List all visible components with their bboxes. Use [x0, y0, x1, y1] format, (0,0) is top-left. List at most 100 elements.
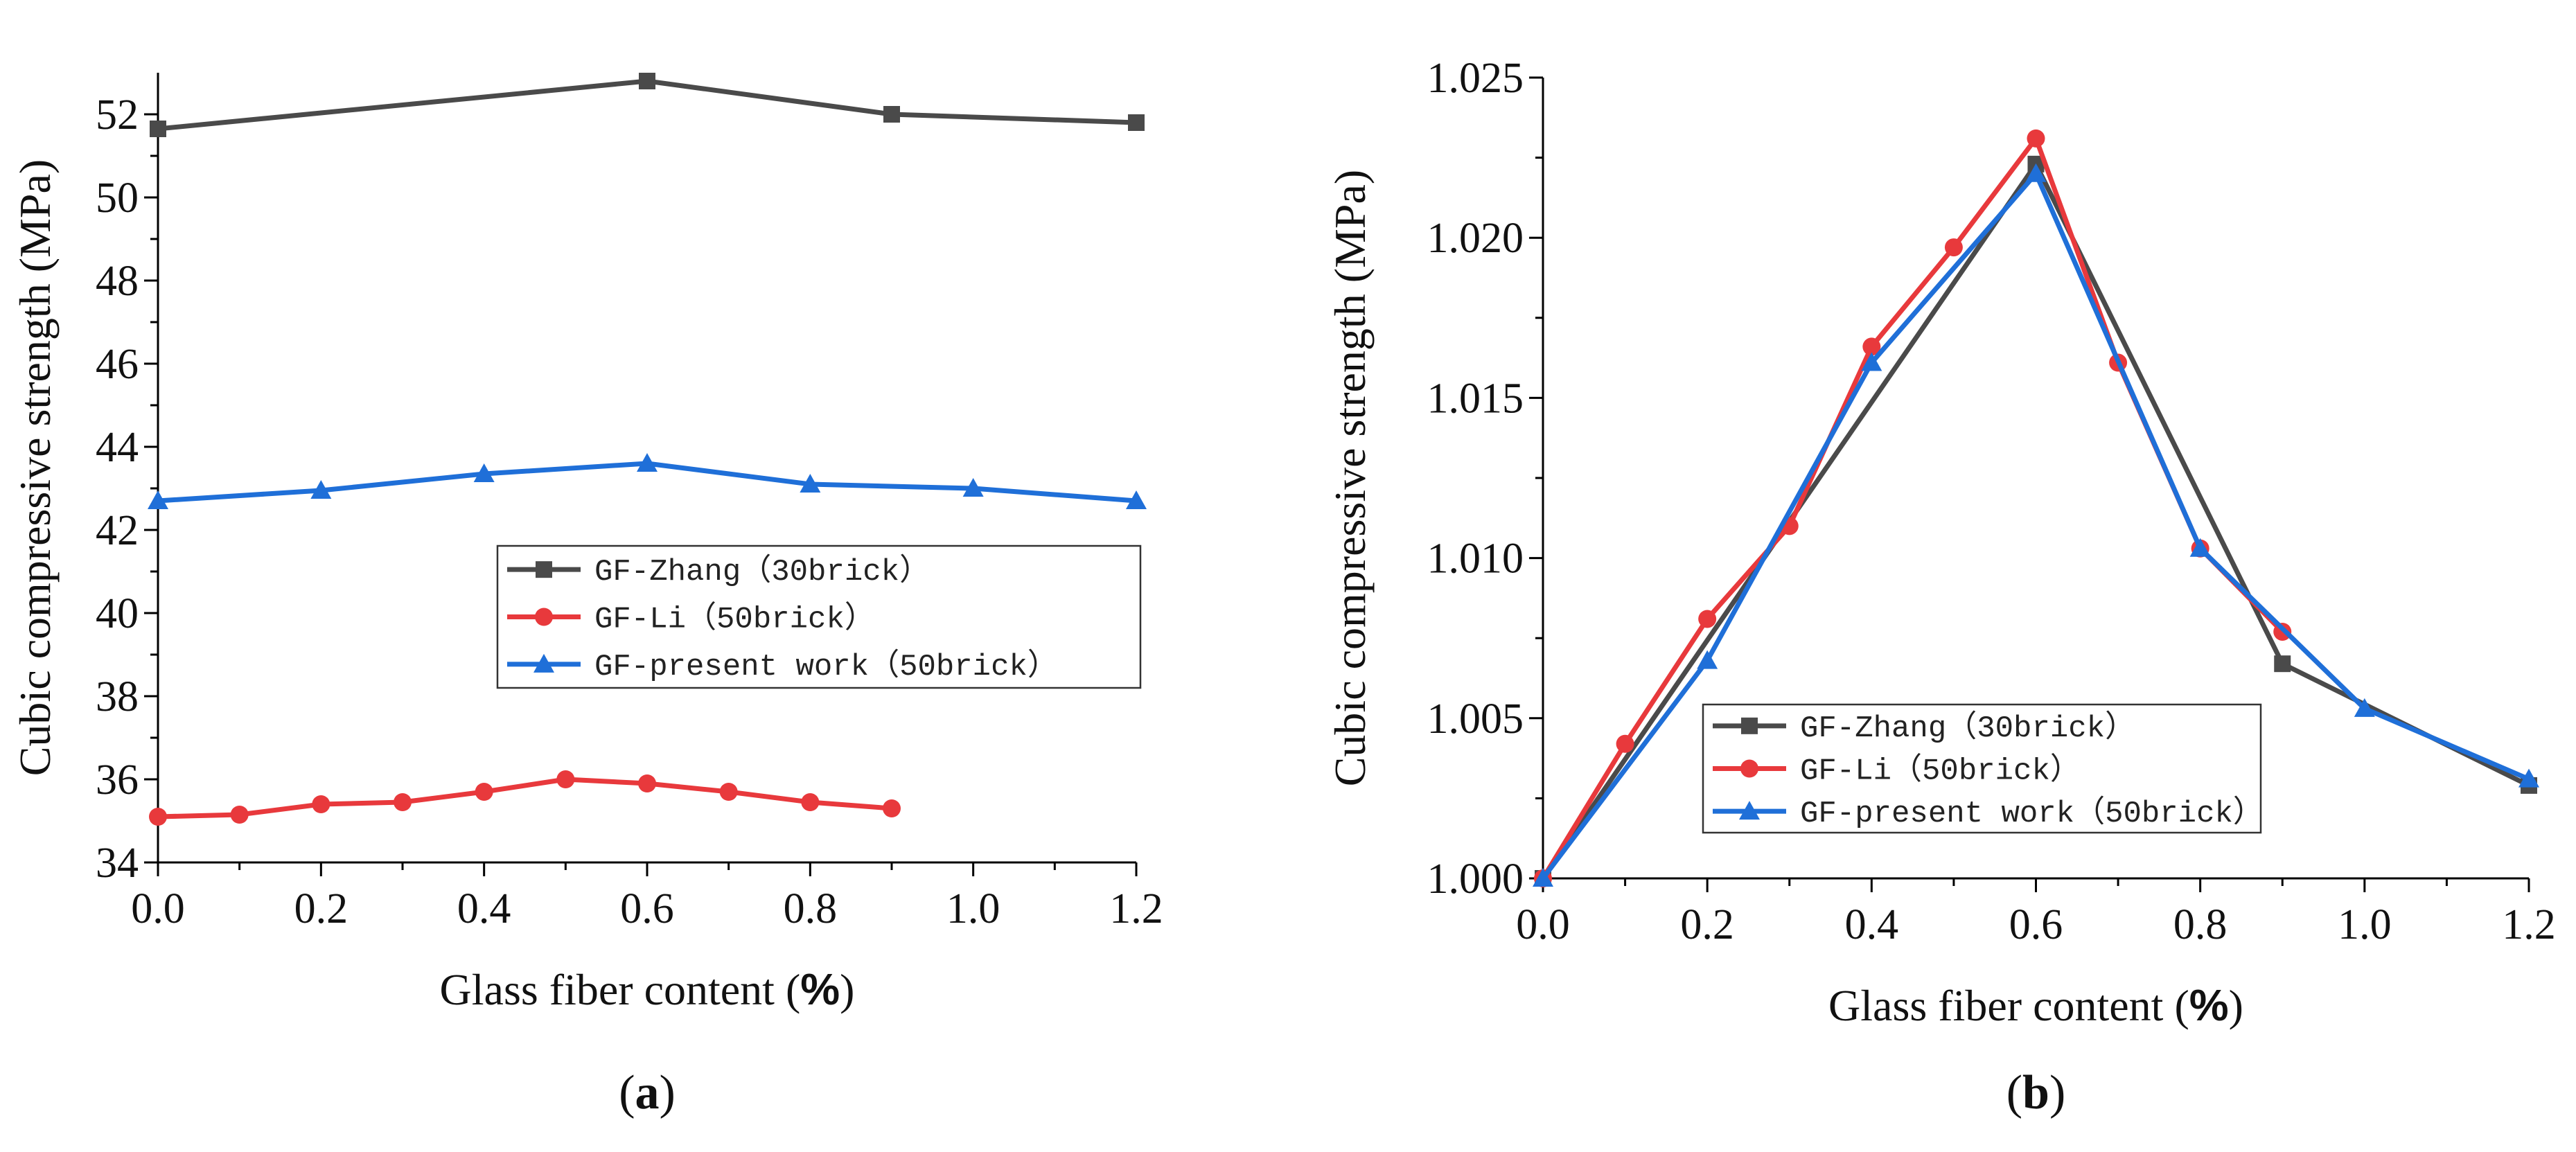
- panel-label-letter: a: [635, 1066, 660, 1119]
- legend-marker-zhang: [536, 561, 552, 578]
- panel-label-close: ): [660, 1066, 676, 1119]
- x-tick-label: 1.2: [2502, 901, 2556, 948]
- data-point-zhang: [639, 73, 655, 89]
- data-point-li: [475, 783, 493, 801]
- y-tick-label: 52: [96, 91, 139, 139]
- data-point-li: [1862, 337, 1881, 356]
- x-axis-title-unit: %: [2189, 980, 2229, 1030]
- y-tick-label: 50: [96, 175, 139, 222]
- x-axis-title: Glass fiber content (%): [440, 964, 855, 1014]
- x-axis-title-suffix: ): [840, 965, 854, 1014]
- data-point-li: [1698, 610, 1717, 628]
- panel-label-open: (: [619, 1066, 635, 1119]
- data-point-li: [638, 774, 656, 792]
- y-tick-label: 42: [96, 507, 139, 554]
- legend-marker-li: [1740, 759, 1758, 778]
- data-point-present: [2189, 538, 2211, 557]
- data-point-present: [2025, 163, 2047, 182]
- data-point-zhang: [883, 106, 900, 123]
- panel-label: (a): [619, 1066, 676, 1119]
- data-point-li: [230, 806, 249, 824]
- data-point-li: [556, 770, 575, 788]
- x-axis-title-prefix: Glass fiber content (: [1828, 981, 2189, 1030]
- x-tick-label: 0.6: [620, 885, 674, 932]
- y-tick-label: 36: [96, 756, 139, 804]
- data-point-zhang: [150, 121, 166, 137]
- data-point-present: [1126, 490, 1147, 509]
- legend-box: [1702, 703, 2262, 834]
- panel-label-letter: b: [2022, 1066, 2049, 1119]
- legend-label: GF-present work（50brick）: [1800, 795, 2264, 831]
- x-tick-label: 0.0: [131, 885, 185, 932]
- legend-label: GF-Li（50brick）: [594, 601, 875, 637]
- data-point-present: [1861, 352, 1882, 371]
- y-tick-label: 46: [96, 341, 139, 388]
- data-point-present: [148, 490, 168, 509]
- y-tick-label: 38: [96, 673, 139, 720]
- y-tick-label: 1.020: [1427, 215, 1524, 262]
- x-tick-label: 1.0: [2338, 901, 2392, 948]
- data-point-zhang: [1128, 114, 1145, 131]
- y-tick-label: 1.015: [1427, 375, 1524, 422]
- panel-label-close: ): [2049, 1066, 2065, 1119]
- y-tick-label: 1.000: [1427, 856, 1524, 903]
- y-axis-title: Cubic compressive strength (MPa): [1325, 170, 1375, 787]
- data-point-present: [1533, 868, 1553, 887]
- data-point-present: [962, 478, 984, 497]
- data-point-present: [2354, 698, 2375, 717]
- data-point-present: [1697, 650, 1718, 669]
- data-point-zhang: [2274, 655, 2291, 673]
- data-point-li: [883, 799, 901, 817]
- legend-marker-present: [533, 653, 554, 673]
- legend-label: GF-Li（50brick）: [1800, 753, 2081, 789]
- x-tick-label: 0.0: [1516, 901, 1570, 948]
- y-tick-label: 40: [96, 590, 139, 637]
- x-axis-title-suffix: ): [2229, 981, 2243, 1030]
- x-tick-label: 0.4: [457, 885, 511, 932]
- data-point-li: [719, 783, 738, 801]
- x-tick-label: 1.0: [946, 885, 1000, 932]
- data-point-li: [801, 793, 820, 811]
- x-tick-label: 0.6: [2009, 901, 2063, 948]
- y-tick-label: 1.025: [1427, 55, 1524, 102]
- data-point-present: [637, 453, 658, 472]
- y-tick-label: 34: [96, 840, 139, 887]
- y-tick-label: 1.010: [1427, 535, 1524, 583]
- chart-panel-a: 0.0 0.2 0.4 0.6 0.8 1.0 1.2 34 36 38 40 42 44 46 48 50 5…: [10, 73, 1163, 1119]
- data-point-present: [473, 463, 495, 482]
- x-tick-label: 0.8: [2173, 901, 2227, 948]
- x-tick-label: 0.2: [294, 885, 349, 932]
- x-axis-title-unit: %: [800, 964, 840, 1014]
- series-line-li: [157, 777, 892, 819]
- y-tick-label: 44: [96, 424, 139, 471]
- legend-label: GF-Zhang（30brick）: [1800, 710, 2135, 746]
- data-point-li: [2027, 129, 2045, 148]
- legend-marker-zhang: [1741, 717, 1758, 734]
- x-tick-label: 1.2: [1109, 885, 1163, 932]
- panel-label: (b): [2006, 1066, 2066, 1119]
- data-point-li: [1944, 238, 1963, 257]
- data-point-present: [800, 474, 821, 493]
- legend-box: [496, 544, 1142, 689]
- data-point-li: [394, 793, 412, 811]
- legend-marker-li: [535, 608, 553, 626]
- data-point-present: [2518, 768, 2539, 788]
- data-point-present: [310, 480, 332, 499]
- data-point-li: [1616, 734, 1634, 753]
- data-point-li: [312, 795, 330, 813]
- x-tick-label: 0.8: [784, 885, 838, 932]
- data-point-li: [149, 808, 167, 826]
- legend-label: GF-present work（50brick）: [594, 648, 1058, 684]
- chart-panel-b: 0.0 0.2 0.4 0.6 0.8 1.0 1.2 1.000 1.005 1.010 1.01…: [1325, 55, 2556, 1119]
- y-axis-title: Cubic compressive strength (MPa): [10, 159, 60, 777]
- series-line-zhang: [157, 78, 1137, 132]
- y-tick-label: 1.005: [1427, 695, 1524, 743]
- x-tick-label: 0.4: [1845, 901, 1899, 948]
- y-tick-label: 48: [96, 258, 139, 305]
- x-axis-title: Glass fiber content (%): [1828, 980, 2243, 1030]
- panel-label-open: (: [2006, 1066, 2022, 1119]
- legend-marker-present: [1739, 801, 1760, 820]
- x-tick-label: 0.2: [1680, 901, 1734, 948]
- legend-label: GF-Zhang（30brick）: [594, 553, 930, 590]
